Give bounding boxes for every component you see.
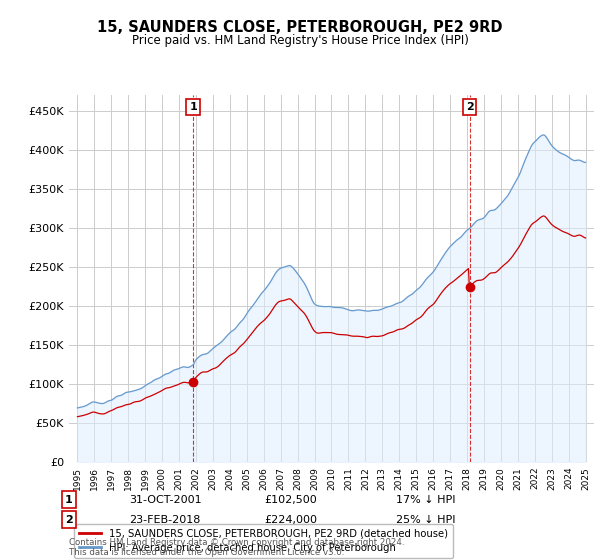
Text: 2: 2: [65, 515, 73, 525]
Text: 15, SAUNDERS CLOSE, PETERBOROUGH, PE2 9RD: 15, SAUNDERS CLOSE, PETERBOROUGH, PE2 9R…: [97, 20, 503, 35]
Text: 1: 1: [189, 102, 197, 112]
Text: 17% ↓ HPI: 17% ↓ HPI: [396, 494, 455, 505]
Legend: 15, SAUNDERS CLOSE, PETERBOROUGH, PE2 9RD (detached house), HPI: Average price, : 15, SAUNDERS CLOSE, PETERBOROUGH, PE2 9R…: [74, 524, 453, 558]
Text: 23-FEB-2018: 23-FEB-2018: [129, 515, 200, 525]
Text: 1: 1: [65, 494, 73, 505]
Text: Contains HM Land Registry data © Crown copyright and database right 2024.
This d: Contains HM Land Registry data © Crown c…: [69, 538, 404, 557]
Text: 25% ↓ HPI: 25% ↓ HPI: [396, 515, 455, 525]
Text: Price paid vs. HM Land Registry's House Price Index (HPI): Price paid vs. HM Land Registry's House …: [131, 34, 469, 46]
Text: 2: 2: [466, 102, 473, 112]
Text: 31-OCT-2001: 31-OCT-2001: [129, 494, 202, 505]
Text: £224,000: £224,000: [264, 515, 317, 525]
Text: £102,500: £102,500: [264, 494, 317, 505]
